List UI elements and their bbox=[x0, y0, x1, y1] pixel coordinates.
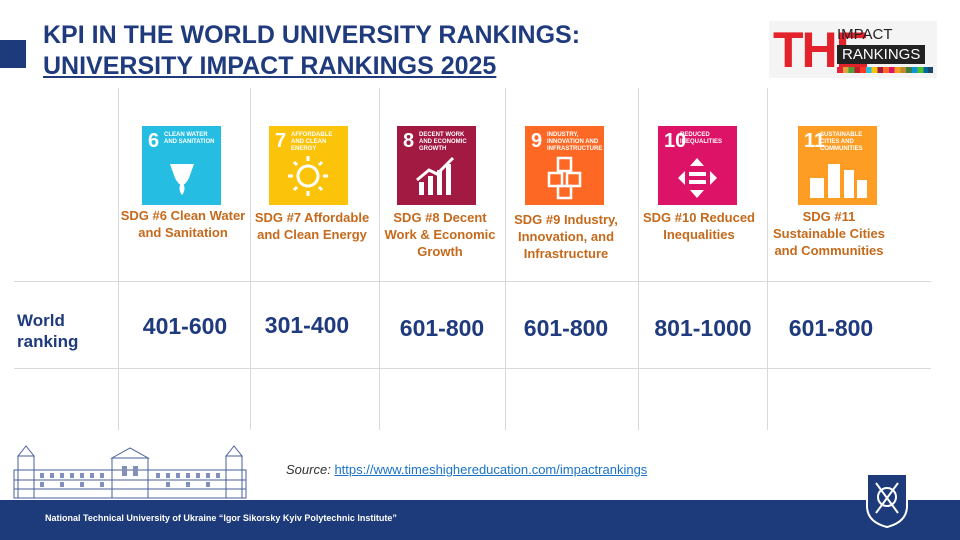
footer-text: National Technical University of Ukraine… bbox=[45, 513, 397, 523]
sdg-icon-text: CLEAN WATER AND SANITATION bbox=[164, 132, 215, 145]
grid-divider bbox=[767, 88, 768, 430]
sdg-11-label: SDG #11 Sustainable Cities and Communiti… bbox=[773, 209, 885, 258]
sdg-number: 11 bbox=[804, 130, 826, 152]
sdg-number: 7 bbox=[275, 130, 287, 152]
kpi-emblem-icon bbox=[866, 473, 908, 529]
sdg-10-rank: 801-1000 bbox=[654, 315, 752, 341]
sdg-icon-text: DECENT WORK AND ECONOMIC GROWTH bbox=[419, 132, 467, 152]
sdg-icon-text: INDUSTRY, INNOVATION AND INFRASTRUCTURE bbox=[547, 132, 603, 152]
title-line-2: UNIVERSITY IMPACT RANKINGS 2025 bbox=[43, 52, 497, 80]
sdg-7-icon: 7 AFFORDABLE AND CLEAN ENERGY bbox=[269, 126, 348, 205]
accent-bar bbox=[0, 40, 26, 68]
sdg-number: 10 bbox=[664, 130, 687, 152]
sdg-6-label: SDG #6 Clean Water and Sanitation bbox=[120, 208, 246, 240]
sdg-number: 6 bbox=[148, 130, 160, 152]
sdg-9-icon: 9 INDUSTRY, INNOVATION AND INFRASTRUCTUR… bbox=[525, 126, 604, 205]
grid-divider bbox=[379, 88, 380, 430]
sdg-11-icon: 11 SUSTAINABLE CITIES AND COMMUNITIES bbox=[798, 126, 877, 205]
sdg-icon-text: REDUCED INEQUALITIES bbox=[680, 132, 723, 145]
sdg-8-rank: 601-800 bbox=[399, 315, 485, 341]
logo-color-stripe bbox=[837, 67, 933, 73]
sdg-11-rank: 601-800 bbox=[788, 315, 874, 341]
the-impact-rankings-logo: THE IMPACT RANKINGS bbox=[769, 21, 937, 78]
footer-bar: National Technical University of Ukraine… bbox=[0, 500, 960, 540]
world-ranking-label: World ranking bbox=[17, 311, 79, 351]
sdg-6-icon: 6 CLEAN WATER AND SANITATION bbox=[142, 126, 221, 205]
grid-divider bbox=[14, 368, 931, 369]
source-line: Source: https://www.timeshighereducation… bbox=[286, 462, 647, 477]
university-building-icon bbox=[13, 445, 247, 499]
sdg-10-label: SDG #10 Reduced Inequalities bbox=[643, 210, 755, 242]
sdg-number: 9 bbox=[531, 130, 543, 152]
source-link[interactable]: https://www.timeshighereducation.com/imp… bbox=[334, 462, 648, 477]
sdg-icon-text: AFFORDABLE AND CLEAN ENERGY bbox=[291, 132, 333, 152]
grid-divider bbox=[118, 88, 119, 430]
page-title: KPI IN THE WORLD UNIVERSITY RANKINGS: UN… bbox=[43, 20, 580, 82]
sdg-9-rank: 601-800 bbox=[523, 315, 609, 341]
sdg-8-icon: 8 DECENT WORK AND ECONOMIC GROWTH bbox=[397, 126, 476, 205]
grid-divider bbox=[14, 281, 931, 282]
sdg-10-icon: 10 REDUCED INEQUALITIES bbox=[658, 126, 737, 205]
logo-rankings-text: RANKINGS bbox=[837, 45, 926, 64]
sdg-9-label: SDG #9 Industry, Innovation, and Infrast… bbox=[514, 212, 618, 261]
sdg-8-label: SDG #8 Decent Work & Economic Growth bbox=[384, 210, 496, 259]
sdg-icon-text: SUSTAINABLE CITIES AND COMMUNITIES bbox=[820, 132, 863, 152]
sdg-7-label: SDG #7 Affordable and Clean Energy bbox=[254, 210, 370, 242]
logo-impact-text: IMPACT bbox=[837, 26, 893, 43]
sdg-6-rank: 401-600 bbox=[142, 313, 228, 339]
grid-divider bbox=[638, 88, 639, 430]
grid-divider bbox=[505, 88, 506, 430]
title-line-1: KPI IN THE WORLD UNIVERSITY RANKINGS: bbox=[43, 21, 581, 49]
sdg-number: 8 bbox=[403, 130, 415, 152]
source-prefix: Source: bbox=[286, 462, 331, 477]
grid-divider bbox=[250, 88, 251, 430]
sdg-7-rank: 301-400 bbox=[264, 312, 350, 338]
